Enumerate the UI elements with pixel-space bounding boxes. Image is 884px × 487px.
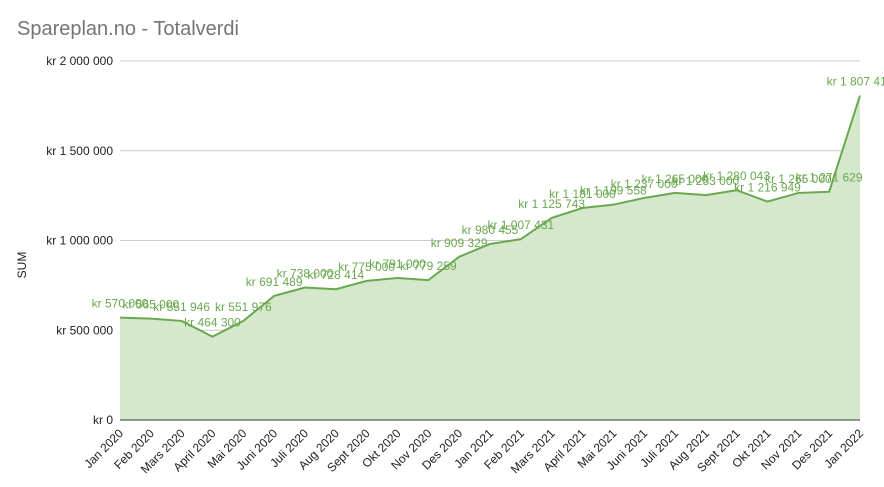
y-tick-label: kr 1 500 000 xyxy=(46,144,113,158)
data-label: kr 909 329 xyxy=(431,236,488,250)
data-label: kr 1 199 558 xyxy=(580,184,647,198)
data-label: kr 1 280 043 xyxy=(703,169,770,183)
line xyxy=(119,95,861,338)
y-axis-label: SUM xyxy=(15,252,29,279)
data-label: kr 565 000 xyxy=(122,298,179,312)
data-label: kr 1 181 000 xyxy=(549,187,616,201)
data-label: kr 791 000 xyxy=(369,257,426,271)
data-label: kr 570 000 xyxy=(92,297,149,311)
y-tick-label: kr 500 000 xyxy=(56,323,113,337)
y-tick-label: kr 2 000 000 xyxy=(46,54,113,68)
data-label: kr 1 265 000 xyxy=(642,172,709,186)
area xyxy=(120,95,860,420)
data-label: kr 1 007 431 xyxy=(487,218,554,232)
data-label: kr 1 807 410 xyxy=(827,75,884,89)
data-label: kr 728 414 xyxy=(307,268,364,282)
y-tick-label: kr 0 xyxy=(93,413,113,427)
data-label: kr 1 216 949 xyxy=(734,181,801,195)
data-label: kr 980 455 xyxy=(462,223,519,237)
data-label: kr 779 259 xyxy=(400,259,457,273)
data-label: kr 1 237 000 xyxy=(611,177,678,191)
data-label: kr 1 265 000 xyxy=(765,172,832,186)
data-label: kr 551 946 xyxy=(153,300,210,314)
data-label: kr 775 000 xyxy=(338,260,395,274)
data-label: kr 1 253 000 xyxy=(672,174,739,188)
data-label: kr 738 000 xyxy=(277,267,334,281)
data-label: kr 1 271 629 xyxy=(796,171,863,185)
data-label: kr 1 125 743 xyxy=(518,197,585,211)
data-label: kr 551 976 xyxy=(215,300,272,314)
data-label: kr 691 489 xyxy=(246,275,303,289)
chart-title: Spareplan.no - Totalverdi xyxy=(17,18,239,40)
y-tick-label: kr 1 000 000 xyxy=(46,234,113,248)
data-label: kr 464 300 xyxy=(184,316,241,330)
